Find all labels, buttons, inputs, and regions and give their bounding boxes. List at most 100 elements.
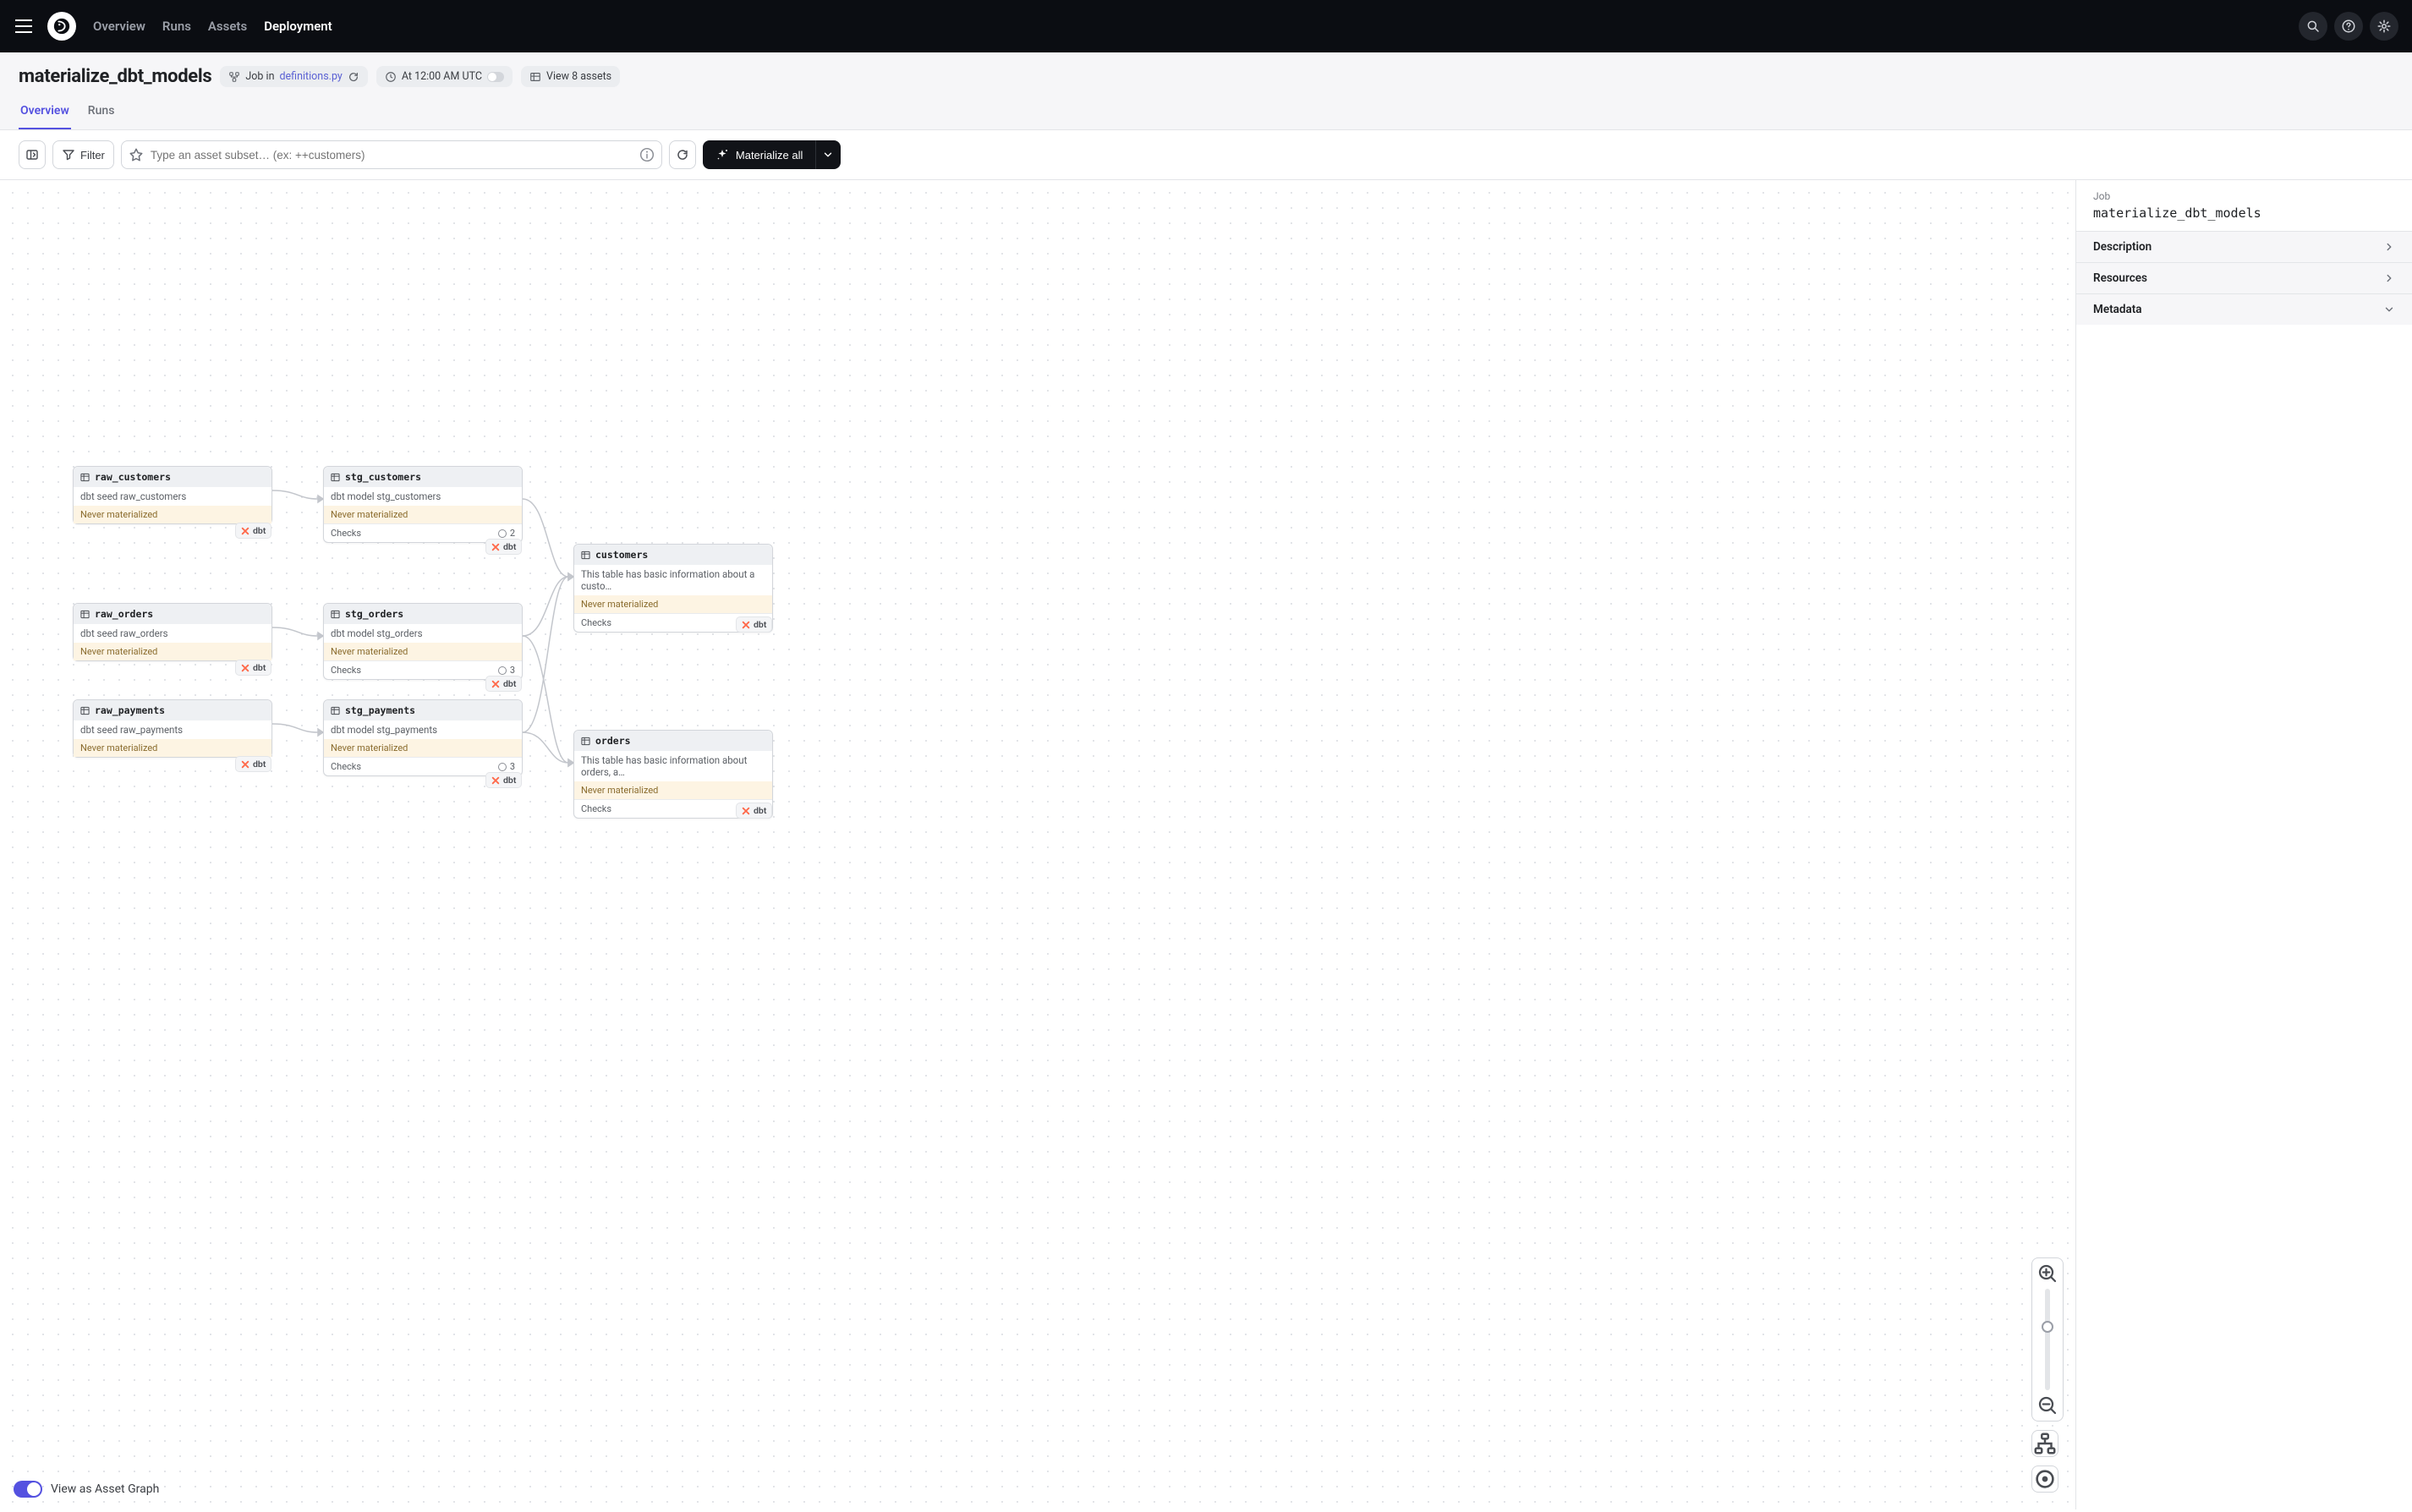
search-icon: [2305, 19, 2321, 34]
nav-link-deployment[interactable]: Deployment: [264, 19, 332, 34]
node-status: Never materialized: [74, 643, 271, 660]
dbt-tag[interactable]: dbt: [736, 803, 772, 819]
view-assets-pill[interactable]: View 8 assets: [521, 66, 620, 87]
zoom-in-button[interactable]: [2037, 1263, 2058, 1284]
gear-icon: [2376, 19, 2392, 34]
selection-icon: [129, 147, 144, 162]
sparkle-icon: [715, 148, 729, 162]
asset-search-input[interactable]: [147, 144, 639, 167]
nav-links: Overview Runs Assets Deployment: [93, 19, 332, 34]
job-in-label: Job in: [245, 70, 274, 83]
node-desc: dbt seed raw_payments: [74, 720, 271, 739]
settings-button[interactable]: [2370, 12, 2398, 41]
search-button[interactable]: [2299, 12, 2327, 41]
zoom-slider[interactable]: [2045, 1289, 2050, 1390]
node-status: Never materialized: [574, 781, 772, 799]
accordion-metadata[interactable]: Metadata: [2076, 293, 2412, 325]
node-desc: dbt model stg_orders: [324, 624, 522, 643]
dagster-logo-icon: [52, 17, 71, 36]
node-desc: dbt seed raw_customers: [74, 487, 271, 506]
rp-job-name: materialize_dbt_models: [2093, 205, 2395, 221]
subheader: materialize_dbt_models Job in definition…: [0, 52, 2412, 130]
chevron-right-icon: [2383, 272, 2395, 284]
asset-node-stg_orders[interactable]: stg_ordersdbt model stg_ordersNever mate…: [323, 603, 523, 680]
asset-node-raw_payments[interactable]: raw_paymentsdbt seed raw_paymentsNever m…: [73, 699, 272, 758]
nav-link-assets[interactable]: Assets: [208, 19, 247, 34]
nav-link-overview[interactable]: Overview: [93, 19, 145, 34]
node-title: raw_orders: [95, 608, 153, 620]
definitions-link[interactable]: definitions.py: [280, 70, 343, 83]
materialize-dropdown[interactable]: [815, 140, 841, 169]
dbt-tag[interactable]: dbt: [235, 756, 271, 772]
help-icon: [2341, 19, 2356, 34]
clock-icon: [385, 71, 397, 83]
asset-search[interactable]: [121, 140, 662, 169]
tab-overview[interactable]: Overview: [19, 104, 71, 129]
panel-icon: [25, 148, 39, 162]
dbt-tag[interactable]: dbt: [235, 523, 271, 539]
node-desc: This table has basic information about a…: [574, 565, 772, 595]
chevron-right-icon: [2383, 241, 2395, 253]
job-location-pill[interactable]: Job in definitions.py: [220, 66, 367, 87]
collapse-panel-button[interactable]: [19, 140, 46, 169]
node-desc: dbt seed raw_orders: [74, 624, 271, 643]
center-button[interactable]: [2031, 1465, 2058, 1493]
job-tabs: Overview Runs: [19, 104, 2393, 129]
filter-label: Filter: [80, 149, 105, 162]
node-title: raw_customers: [95, 471, 171, 483]
refresh-icon[interactable]: [348, 71, 359, 83]
materialize-all-label: Materialize all: [736, 149, 803, 162]
node-title: customers: [595, 549, 648, 561]
accordion-description[interactable]: Description: [2076, 231, 2412, 262]
nav-link-runs[interactable]: Runs: [162, 19, 191, 34]
asset-node-stg_customers[interactable]: stg_customersdbt model stg_customersNeve…: [323, 466, 523, 543]
node-status: Never materialized: [74, 739, 271, 757]
chevron-down-icon: [2383, 304, 2395, 315]
zoom-out-icon: [2037, 1395, 2058, 1416]
hamburger-icon[interactable]: [14, 16, 34, 36]
node-status: Never materialized: [74, 506, 271, 523]
node-title: stg_payments: [345, 704, 415, 716]
asset-node-stg_payments[interactable]: stg_paymentsdbt model stg_paymentsNever …: [323, 699, 523, 776]
dbt-tag[interactable]: dbt: [485, 676, 522, 692]
tree-icon: [2032, 1431, 2058, 1456]
view-assets-label: View 8 assets: [546, 70, 611, 83]
node-status: Never materialized: [324, 643, 522, 660]
rp-job-label: Job: [2093, 190, 2395, 202]
node-desc: This table has basic information about o…: [574, 751, 772, 781]
canvas-wrap: raw_customersdbt seed raw_customersNever…: [0, 180, 2412, 1509]
schedule-label: At 12:00 AM UTC: [402, 70, 482, 83]
tab-runs[interactable]: Runs: [86, 104, 117, 129]
zoom-out-button[interactable]: [2037, 1395, 2058, 1416]
filter-button[interactable]: Filter: [52, 140, 114, 169]
bottom-toggle-bar: View as Asset Graph: [14, 1481, 159, 1498]
node-title: stg_orders: [345, 608, 403, 620]
dbt-tag[interactable]: dbt: [235, 660, 271, 676]
node-status: Never materialized: [324, 739, 522, 757]
node-title: orders: [595, 735, 631, 747]
help-button[interactable]: [2334, 12, 2363, 41]
target-icon: [2032, 1466, 2058, 1492]
asset-node-raw_orders[interactable]: raw_ordersdbt seed raw_ordersNever mater…: [73, 603, 272, 661]
dbt-tag[interactable]: dbt: [736, 616, 772, 633]
node-title: stg_customers: [345, 471, 421, 483]
schedule-toggle[interactable]: [487, 72, 504, 82]
zoom-thumb[interactable]: [2042, 1321, 2053, 1333]
info-icon[interactable]: [639, 147, 655, 162]
schedule-pill[interactable]: At 12:00 AM UTC: [376, 66, 513, 87]
dbt-tag[interactable]: dbt: [485, 772, 522, 788]
reload-icon: [676, 148, 689, 162]
view-as-graph-toggle[interactable]: [14, 1481, 42, 1498]
fit-graph-button[interactable]: [2031, 1430, 2058, 1457]
reload-button[interactable]: [669, 140, 696, 169]
view-as-graph-label: View as Asset Graph: [51, 1482, 159, 1496]
table-icon: [529, 71, 541, 83]
dbt-tag[interactable]: dbt: [485, 539, 522, 555]
logo[interactable]: [47, 12, 76, 41]
accordion-resources[interactable]: Resources: [2076, 262, 2412, 293]
asset-node-raw_customers[interactable]: raw_customersdbt seed raw_customersNever…: [73, 466, 272, 524]
materialize-all-button[interactable]: Materialize all: [703, 140, 815, 169]
topnav: Overview Runs Assets Deployment: [0, 0, 2412, 52]
graph-icon: [228, 71, 240, 83]
right-panel: Job materialize_dbt_models DescriptionRe…: [2075, 180, 2412, 1509]
